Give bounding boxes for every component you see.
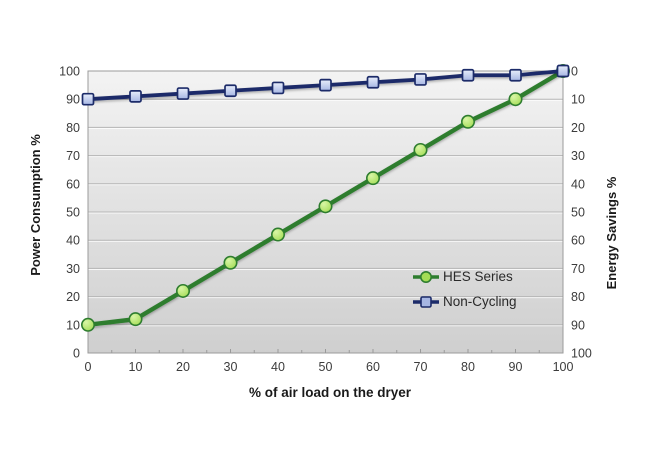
legend: HES Series Non-Cycling [410,268,517,310]
x-axis-title: % of air load on the dryer [248,385,412,400]
right-axis-tick-label: 90 [571,318,585,332]
left-axis-tick-label: 30 [66,262,80,276]
x-axis-tick-label: 50 [319,360,333,374]
left-axis-tick-label: 100 [59,65,80,79]
right-axis-tick-label: 30 [571,149,585,163]
x-axis-tick-label: 10 [129,360,143,374]
legend-item-1: Non-Cycling [410,293,517,310]
right-axis-tick-label: 80 [571,290,585,304]
x-axis-tick-label: 70 [414,360,428,374]
left-axis-tick-label: 20 [66,290,80,304]
x-axis-ticks [87,349,564,353]
legend-label: HES Series [443,269,513,284]
left-axis-tick-label: 50 [66,206,80,220]
x-axis-tick-label: 30 [224,360,238,374]
legend-item-0: HES Series [410,268,517,285]
square-legend-marker-icon [413,295,439,308]
right-axis-tick-label: 70 [571,262,585,276]
left-axis-tick-label: 60 [66,177,80,191]
left-axis-tick-label: 90 [66,93,80,107]
x-axis-tick-label: 60 [366,360,380,374]
x-axis-tick-label: 40 [271,360,285,374]
x-axis-tick-label: 100 [553,360,574,374]
right-axis-tick-label: 0 [571,65,578,79]
right-axis-tick-label: 10 [571,93,585,107]
circle-legend-marker-icon [413,270,439,283]
x-axis-tick-label: 90 [509,360,523,374]
left-axis-tick-label: 40 [66,234,80,248]
left-axis-tick-label: 0 [73,347,80,361]
right-axis-tick-label: 100 [571,347,592,361]
right-axis-title: Energy Savings % [604,176,619,290]
left-axis-tick-label: 10 [66,318,80,332]
right-axis-tick-label: 50 [571,206,585,220]
right-axis-tick-label: 60 [571,234,585,248]
legend-label: Non-Cycling [443,294,517,309]
x-axis-tick-label: 0 [85,360,92,374]
left-axis-title: Power Consumption % [28,134,43,276]
right-axis-tick-label: 40 [571,177,585,191]
x-axis-tick-label: 20 [176,360,190,374]
right-axis-tick-label: 20 [571,121,585,135]
series-1-markers [81,64,570,106]
left-axis-tick-label: 70 [66,149,80,163]
x-axis-tick-label: 80 [461,360,475,374]
left-axis-tick-label: 80 [66,121,80,135]
